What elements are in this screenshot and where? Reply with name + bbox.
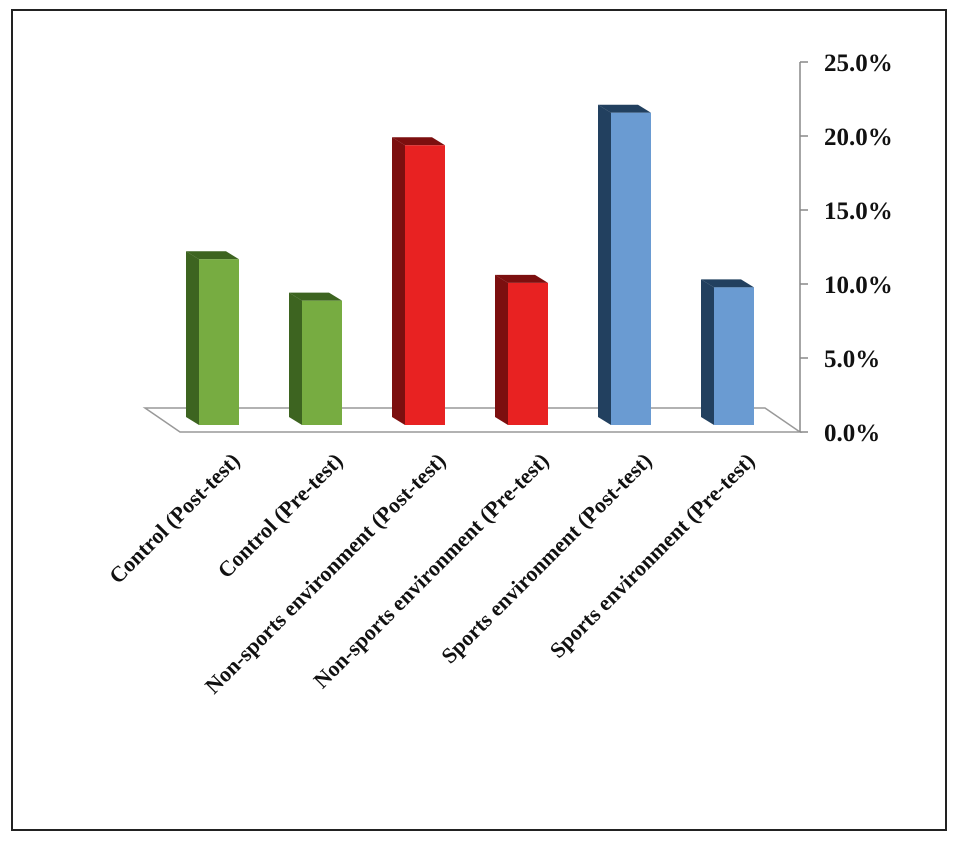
bar [289,292,342,425]
bar-side [598,104,611,425]
bar-side [186,251,199,425]
bar-front [302,300,342,425]
y-tick-label: 20.0% [824,124,893,151]
bar-front [199,259,239,425]
bar [598,104,651,425]
bar-top [495,274,548,283]
bar-top [701,279,754,288]
bar-side [495,274,508,425]
bar-side [289,292,302,425]
y-tick-label: 10.0% [824,272,893,299]
bar [392,137,445,425]
bar-top [392,137,445,146]
bar [495,274,548,425]
bar-side [392,137,405,425]
bar-top [186,251,239,260]
bar-top [289,292,342,301]
y-tick-label: 0.0% [824,420,880,447]
bar-top [598,104,651,113]
y-tick-label: 15.0% [824,198,893,225]
bar-side [701,279,714,425]
bar [186,251,239,425]
bar-front [508,282,548,425]
bar-front [405,145,445,425]
y-tick-label: 5.0% [824,346,880,373]
bar-front [611,112,651,425]
bar [701,279,754,425]
y-tick-label: 25.0% [824,50,893,77]
bar-front [714,287,754,425]
